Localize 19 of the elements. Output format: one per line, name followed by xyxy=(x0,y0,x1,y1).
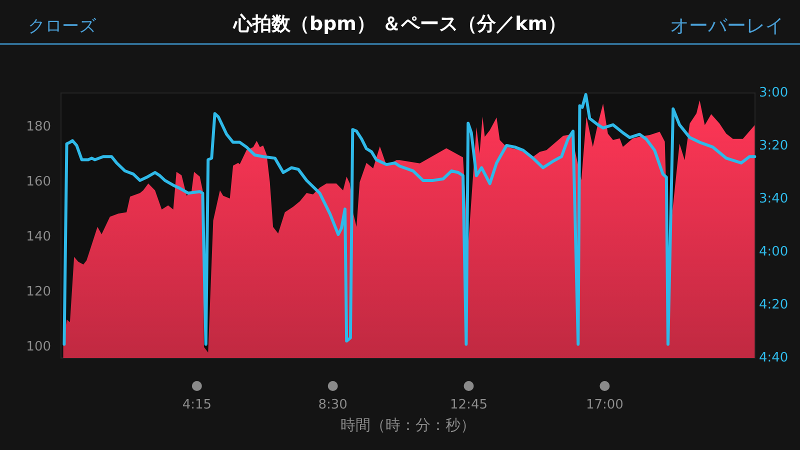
x-tick-label: 4:15 xyxy=(182,398,212,413)
x-axis-title: 時間（時：分：秒） xyxy=(340,416,476,434)
y2-tick-label: 4:40 xyxy=(759,350,788,366)
y2-tick-label: 4:00 xyxy=(759,244,788,260)
y-tick-label: 180 xyxy=(26,120,51,135)
y2-tick-label: 3:20 xyxy=(759,138,788,154)
x-tick-label: 12:45 xyxy=(450,398,488,413)
y-tick-label: 160 xyxy=(26,174,51,190)
text: クローズ xyxy=(28,16,97,37)
chart-title: 心拍数（bpm） ＆ペース（分／km） xyxy=(232,13,567,36)
text: オーバーレイ xyxy=(670,15,784,38)
y2-tick-label: 3:00 xyxy=(759,86,788,101)
y-tick-label: 100 xyxy=(26,340,51,355)
x-tick-label: 17:00 xyxy=(586,398,624,413)
y2-tick-label: 4:20 xyxy=(759,298,788,313)
y2-tick-label: 3:40 xyxy=(759,192,788,207)
y-tick-label: 140 xyxy=(26,230,51,245)
y-tick-label: 120 xyxy=(26,284,51,300)
x-tick-label: 8:30 xyxy=(318,398,348,413)
